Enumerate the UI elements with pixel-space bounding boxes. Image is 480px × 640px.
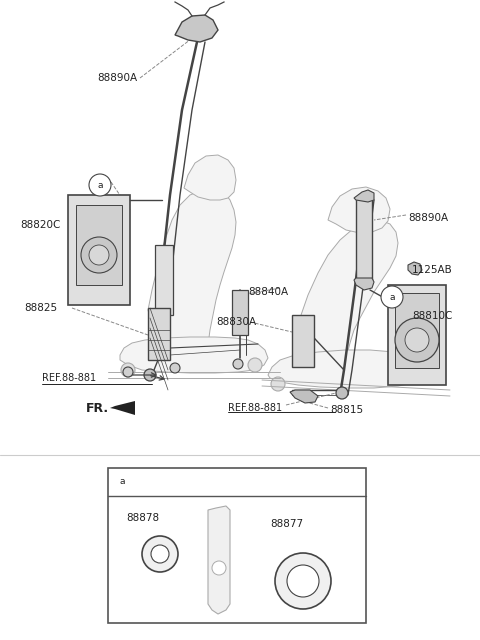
Text: 88890A: 88890A	[408, 213, 448, 223]
Text: REF.88-881: REF.88-881	[42, 373, 96, 383]
Polygon shape	[354, 190, 374, 202]
Bar	[388, 285, 446, 385]
Text: a: a	[97, 180, 103, 189]
Text: 1125AB: 1125AB	[412, 265, 453, 275]
Circle shape	[287, 565, 319, 597]
Text: FR.: FR.	[86, 401, 109, 415]
Text: 88840A: 88840A	[248, 287, 288, 297]
Polygon shape	[120, 337, 268, 373]
Text: 88878: 88878	[126, 513, 159, 523]
Text: 88820C: 88820C	[20, 220, 60, 230]
Text: a: a	[389, 292, 395, 301]
Circle shape	[275, 553, 331, 609]
Polygon shape	[110, 401, 135, 415]
Polygon shape	[328, 187, 390, 233]
Bar	[108, 468, 366, 623]
Text: 88825: 88825	[24, 303, 57, 313]
Circle shape	[112, 472, 132, 492]
Circle shape	[121, 363, 135, 377]
Polygon shape	[408, 262, 422, 275]
Circle shape	[233, 359, 243, 369]
Circle shape	[395, 318, 439, 362]
Circle shape	[81, 237, 117, 273]
Circle shape	[271, 377, 285, 391]
Circle shape	[405, 328, 429, 352]
Circle shape	[381, 286, 403, 308]
Bar	[68, 195, 130, 305]
Circle shape	[89, 245, 109, 265]
Polygon shape	[184, 155, 236, 200]
Circle shape	[411, 365, 425, 379]
Circle shape	[123, 367, 133, 377]
Polygon shape	[268, 350, 424, 388]
Text: 88815: 88815	[330, 405, 363, 415]
Text: 88810C: 88810C	[412, 311, 452, 321]
Polygon shape	[290, 390, 318, 403]
Text: REF.88-881: REF.88-881	[228, 403, 282, 413]
Circle shape	[336, 387, 348, 399]
Bar	[155, 245, 173, 315]
Circle shape	[248, 358, 262, 372]
Circle shape	[212, 561, 226, 575]
Text: a: a	[119, 477, 125, 486]
Text: 88830A: 88830A	[216, 317, 256, 327]
Bar	[76, 205, 122, 285]
Bar	[356, 198, 372, 280]
Text: 88877: 88877	[270, 519, 303, 529]
Circle shape	[144, 369, 156, 381]
Polygon shape	[208, 506, 230, 614]
Circle shape	[89, 174, 111, 196]
Text: 88890A: 88890A	[97, 73, 137, 83]
Bar	[395, 293, 439, 368]
Polygon shape	[354, 278, 374, 290]
Circle shape	[151, 545, 169, 563]
Circle shape	[170, 363, 180, 373]
Polygon shape	[175, 15, 218, 42]
Bar	[292, 315, 314, 367]
Polygon shape	[293, 220, 398, 386]
Bar	[148, 308, 170, 360]
Polygon shape	[148, 188, 236, 362]
Circle shape	[142, 536, 178, 572]
Bar	[232, 290, 248, 335]
